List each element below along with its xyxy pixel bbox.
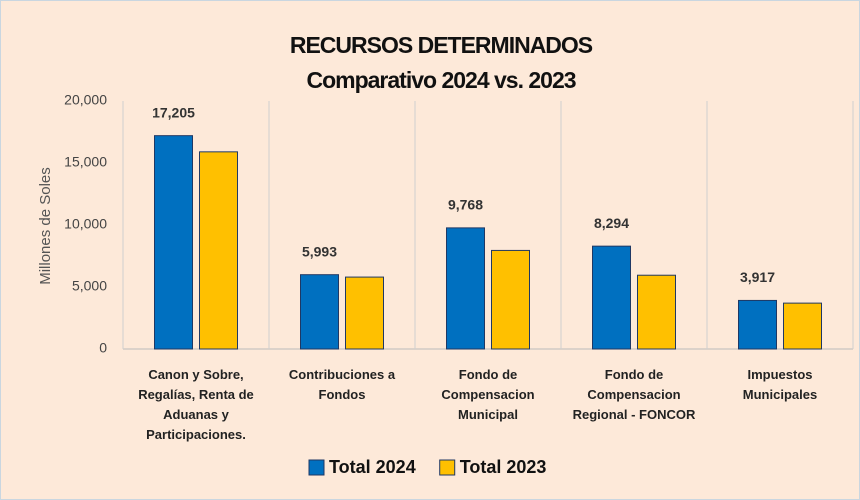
bar	[446, 227, 485, 350]
data-label: 8,294	[594, 215, 629, 231]
y-tick-label: 20,000	[64, 92, 107, 108]
x-tick-label: Impuestos Municipales	[742, 367, 818, 402]
legend-swatch	[308, 459, 325, 476]
data-label: 5,993	[302, 243, 337, 259]
y-tick-label: 5,000	[72, 278, 107, 294]
bar	[637, 274, 676, 350]
y-tick-label: 10,000	[64, 216, 107, 232]
x-tick-label: Canon y Sobre, Regalías, Renta de Aduana…	[138, 367, 254, 442]
legend-label: Total 2024	[329, 457, 416, 477]
x-tick-label: Fondo de Compensacion Municipal	[441, 367, 535, 422]
bar	[199, 151, 238, 350]
data-label: 3,917	[740, 269, 775, 285]
x-tick-label: Fondo de Compensacion Regional - FONCOR	[572, 367, 696, 422]
chart-title: RECURSOS DETERMINADOS	[290, 32, 593, 58]
bar	[154, 135, 193, 350]
bar	[738, 299, 777, 350]
bar	[345, 276, 384, 350]
legend-swatch	[439, 459, 456, 476]
bar	[491, 249, 530, 350]
bar	[783, 302, 822, 350]
y-tick-label: 0	[99, 340, 107, 356]
y-axis-label: Millones de Soles	[37, 167, 54, 285]
legend-label: Total 2023	[460, 457, 547, 477]
x-tick-label: Contribuciones a Fondos	[288, 367, 396, 402]
data-label: 17,205	[152, 104, 195, 120]
bar	[300, 274, 339, 350]
chart-subtitle: Comparativo 2024 vs. 2023	[306, 67, 575, 93]
data-label: 9,768	[448, 197, 483, 213]
bar	[592, 245, 631, 350]
y-tick-label: 15,000	[64, 154, 107, 170]
